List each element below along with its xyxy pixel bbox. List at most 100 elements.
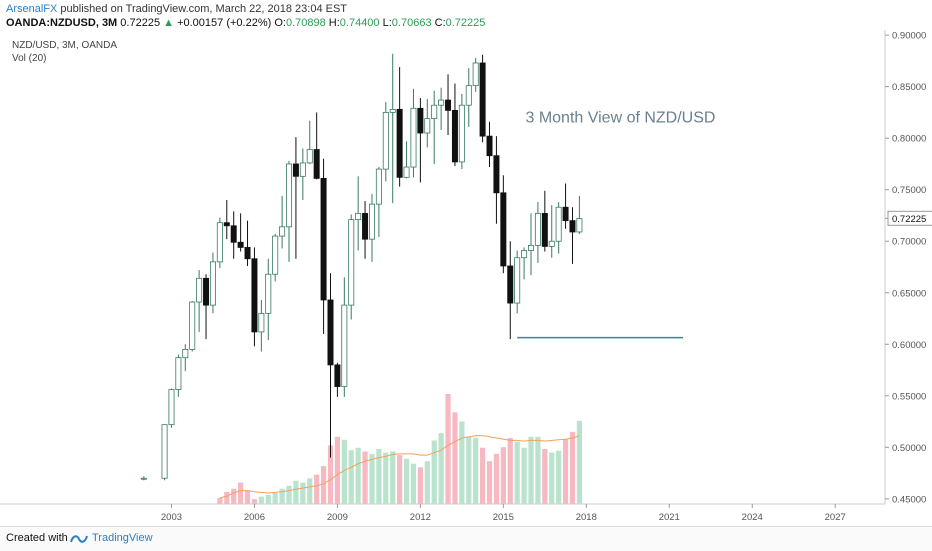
volume-bar [493,453,500,504]
candle-body [375,168,382,205]
volume-bar [217,497,223,504]
candle [541,190,548,252]
candle-body [313,149,320,179]
volume-bar [500,447,506,504]
candle [562,183,569,229]
candle [244,220,251,266]
high-value: 0.74400 [339,17,380,29]
candle-body [355,213,362,220]
grid [0,30,886,505]
volume-bar [238,482,244,504]
candle [424,99,431,148]
chart-svg[interactable]: 3 Month View of NZD/USD 0.900000.850000.… [0,30,932,526]
price-tick-label: 0.45000 [892,494,926,505]
candle [403,141,410,179]
open-label: O: [274,17,286,29]
price-tick-label: 0.90000 [892,31,926,42]
volume-bar [334,436,340,504]
candle [396,67,403,187]
volume-bar [355,447,361,504]
candle [375,167,382,238]
candle-body [465,85,472,106]
candle-body [292,163,299,177]
candle-body [237,241,244,248]
volume-bar [403,458,410,504]
candle [417,98,424,183]
time-tick-label: 2003 [161,512,182,523]
candle-body [244,247,251,260]
time-tick-label: 2027 [825,512,846,523]
volume-bar [576,420,582,504]
candle-body [424,118,431,134]
candle-body [451,109,458,163]
candle [334,362,341,397]
candle-body [279,226,286,237]
candle [237,213,244,252]
volume-bar [244,490,251,504]
candle-body [445,99,452,111]
author-link[interactable]: ArsenalFX [6,3,58,15]
candle [534,202,541,263]
volume-bar [486,461,493,504]
footer: Created with TradingView [0,526,932,551]
time-tick-label: 2021 [659,512,680,523]
volume-bar [562,439,569,504]
volume-bar [300,482,306,504]
candle-body [189,301,196,350]
price-tick-label: 0.60000 [892,340,926,351]
last-price: 0.72225 [120,17,161,29]
candle-body [209,261,216,306]
volume-bar [410,463,417,504]
volume-bar [521,447,527,504]
candle-body [382,112,389,170]
candle-body [555,206,562,242]
candle-body [299,162,306,177]
current-price-label-box [887,210,932,226]
candle [306,120,313,164]
publish-line: ArsenalFX published on TradingView.com, … [6,3,347,15]
volume-bar [327,445,334,504]
open-value: 0.70898 [285,17,326,29]
volume-bar [320,466,327,504]
candle [389,53,396,204]
candle-body [541,213,548,247]
volume-bar [528,436,534,504]
candle-body [182,349,189,359]
price-tick-label: 0.65000 [892,288,926,299]
candle-body [493,155,500,194]
candle [265,258,272,341]
candle-body [341,304,348,387]
candle-body [362,213,369,240]
candle [230,211,237,259]
volume-bars [217,394,582,504]
volume-bar [231,488,237,504]
plot-background [0,30,885,504]
candle-body [569,220,576,233]
price-axis: 0.90000 0.85000 0.80000 0.75000 0.72225 0.700… [885,31,932,505]
tradingview-logo-icon [70,535,88,543]
price-tick-label: 0.50000 [892,443,926,454]
candle-body [458,104,465,163]
time-axis: 2003 2006 2009 2012 2015 2018 2021 2024 2027 [161,504,846,523]
volume-bar [556,450,562,504]
volume-bar [272,493,278,504]
volume-bar [369,453,375,504]
volume-bar [376,449,382,504]
candle [251,247,258,347]
close-label: C: [434,17,446,29]
tradingview-link[interactable]: TradingView [92,532,153,544]
price-tick-label: 0.80000 [892,134,926,145]
chart-area[interactable]: 3 Month View of NZD/USD 0.90000 0.85000 0.… [0,30,932,526]
candle [410,88,417,178]
candle [272,234,279,282]
volume-bar [459,421,465,504]
candle-body [320,177,327,301]
candle-body [348,219,355,306]
candle [431,90,438,164]
candle [161,424,168,481]
volume-bar [466,436,472,504]
candle [327,273,334,458]
published-text: published on TradingView.com, March 22, … [60,3,348,15]
candle-body [562,206,569,222]
volume-bar [390,451,396,504]
